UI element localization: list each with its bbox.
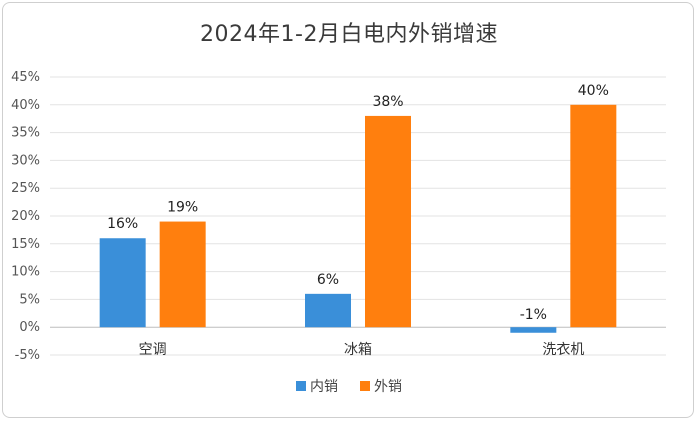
y-tick-label: 5%	[19, 292, 40, 307]
data-label: 19%	[167, 200, 198, 216]
y-tick-label: 0%	[19, 320, 40, 335]
y-tick-label: 10%	[11, 265, 40, 280]
bar-domestic	[305, 293, 351, 328]
category-label: 洗衣机	[542, 342, 584, 358]
chart-title: 2024年1-2月白电内外销增速	[200, 22, 498, 47]
y-tick-label: 20%	[11, 209, 40, 224]
data-label: 40%	[578, 83, 609, 99]
category-label: 冰箱	[344, 342, 372, 358]
data-label: 38%	[372, 94, 403, 110]
data-label: -1%	[520, 307, 547, 323]
category-label: 空调	[139, 342, 167, 358]
legend-label: 外销	[374, 379, 402, 395]
y-tick-label: 25%	[11, 181, 40, 196]
y-tick-label: 15%	[11, 237, 40, 252]
bar-domestic	[510, 327, 557, 333]
y-tick-label: 35%	[11, 126, 40, 141]
bar-domestic	[99, 238, 146, 328]
data-label: 16%	[107, 216, 138, 232]
y-tick-label: 45%	[11, 70, 40, 85]
bar-export	[365, 115, 411, 328]
y-tick-label: 40%	[11, 98, 40, 113]
legend-label: 内销	[310, 379, 338, 395]
bar-export	[570, 104, 617, 328]
bar-export	[159, 221, 206, 328]
y-tick-label: 30%	[11, 153, 40, 168]
legend-swatch	[296, 381, 306, 391]
data-label: 6%	[317, 272, 339, 288]
legend-swatch	[360, 381, 370, 391]
y-tick-label: -5%	[15, 348, 40, 363]
